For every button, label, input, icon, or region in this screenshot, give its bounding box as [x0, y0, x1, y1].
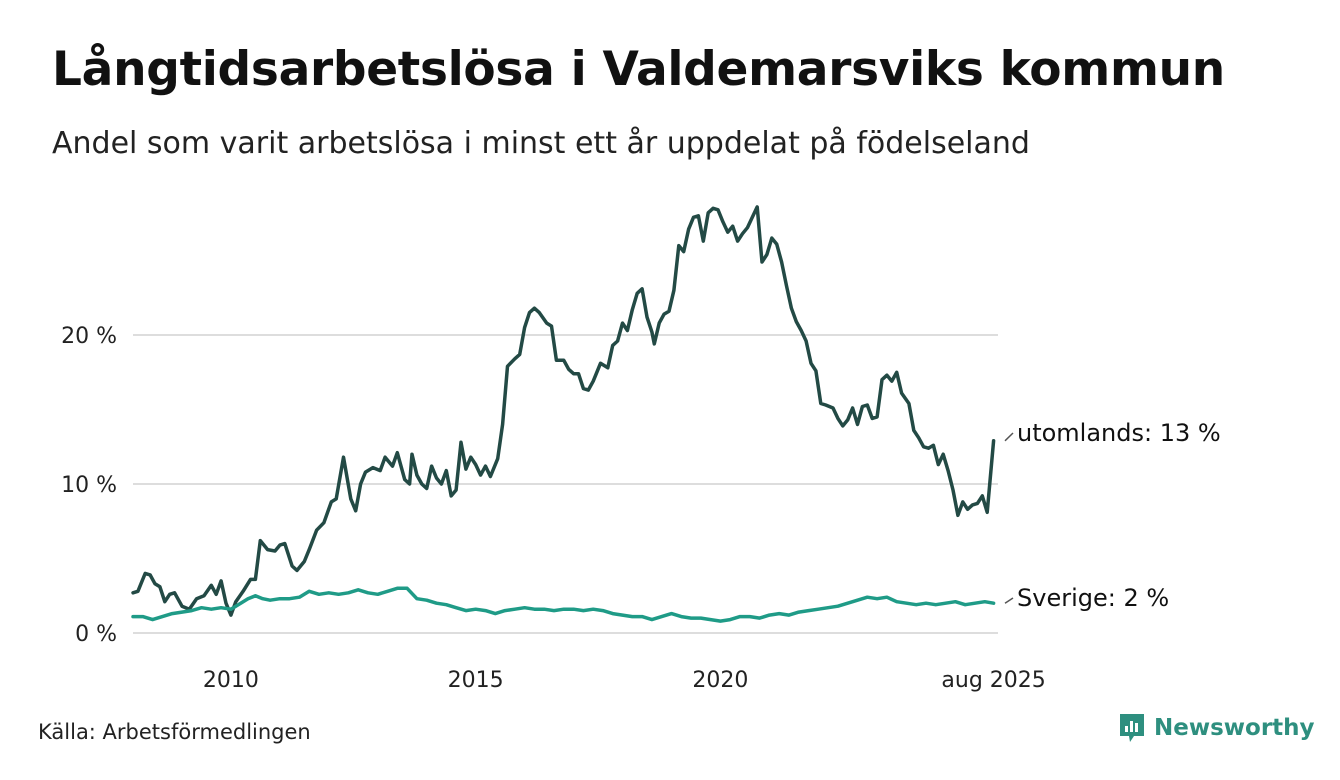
- chart-subtitle: Andel som varit arbetslösa i minst ett å…: [52, 126, 1030, 161]
- x-tick-label: 2015: [448, 668, 504, 693]
- end-label-connector-utomlands: [1004, 432, 1014, 442]
- end-label-connector-sverige: [1004, 597, 1014, 604]
- source-note: Källa: Arbetsförmedlingen: [38, 720, 311, 744]
- chart-title: Långtidsarbetslösa i Valdemarsviks kommu…: [52, 42, 1225, 97]
- x-tick-label: 2020: [692, 668, 748, 693]
- end-label-sverige: Sverige: 2 %: [1017, 584, 1169, 612]
- gridlines: [133, 334, 998, 634]
- x-tick-label: aug 2025: [941, 668, 1045, 693]
- x-axis: 2010 2015 2020 aug 2025: [203, 668, 1046, 693]
- newsworthy-logo-icon: [1120, 714, 1144, 742]
- series-lines: [131, 205, 996, 623]
- newsworthy-logo: Newsworthy: [1118, 712, 1315, 744]
- series-line-utomlands: [131, 205, 996, 617]
- y-tick-label: 0 %: [75, 622, 117, 647]
- brand-name: Newsworthy: [1154, 715, 1315, 741]
- y-tick-label: 20 %: [61, 324, 117, 349]
- y-axis: 0 % 10 % 20 %: [61, 324, 117, 647]
- end-label-utomlands: utomlands: 13 %: [1017, 419, 1221, 447]
- series-end-labels: utomlands: 13 % Sverige: 2 %: [1004, 419, 1221, 612]
- y-tick-label: 10 %: [61, 473, 117, 498]
- series-line-sverige: [131, 586, 996, 623]
- x-tick-label: 2010: [203, 668, 259, 693]
